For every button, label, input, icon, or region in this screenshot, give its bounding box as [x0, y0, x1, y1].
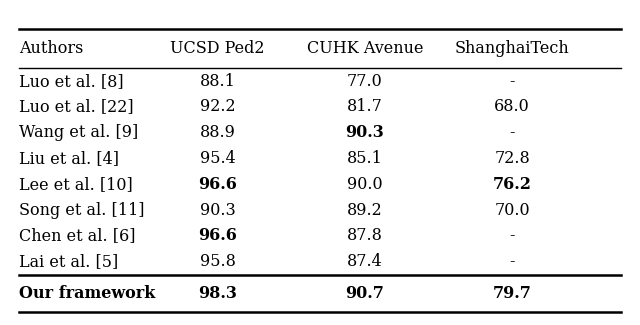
Text: 98.3: 98.3 [198, 285, 237, 302]
Text: Chen et al. [6]: Chen et al. [6] [19, 227, 136, 244]
Text: Luo et al. [8]: Luo et al. [8] [19, 73, 124, 90]
Text: 72.8: 72.8 [494, 150, 530, 167]
Text: 90.3: 90.3 [200, 202, 236, 219]
Text: Liu et al. [4]: Liu et al. [4] [19, 150, 119, 167]
Text: 87.4: 87.4 [347, 253, 383, 270]
Text: 68.0: 68.0 [494, 98, 530, 115]
Text: 89.2: 89.2 [347, 202, 383, 219]
Text: 79.7: 79.7 [493, 285, 531, 302]
Text: 85.1: 85.1 [347, 150, 383, 167]
Text: -: - [509, 73, 515, 90]
Text: CUHK Avenue: CUHK Avenue [307, 40, 423, 57]
Text: UCSD Ped2: UCSD Ped2 [170, 40, 265, 57]
Text: 88.1: 88.1 [200, 73, 236, 90]
Text: 95.8: 95.8 [200, 253, 236, 270]
Text: 96.6: 96.6 [198, 227, 237, 244]
Text: 77.0: 77.0 [347, 73, 383, 90]
Text: 88.9: 88.9 [200, 124, 236, 141]
Text: Authors: Authors [19, 40, 84, 57]
Text: Lee et al. [10]: Lee et al. [10] [19, 176, 133, 193]
Text: Wang et al. [9]: Wang et al. [9] [19, 124, 138, 141]
Text: 87.8: 87.8 [347, 227, 383, 244]
Text: Lai et al. [5]: Lai et al. [5] [19, 253, 118, 270]
Text: 90.7: 90.7 [346, 285, 384, 302]
Text: Song et al. [11]: Song et al. [11] [19, 202, 145, 219]
Text: 96.6: 96.6 [198, 176, 237, 193]
Text: 90.3: 90.3 [346, 124, 384, 141]
Text: -: - [509, 253, 515, 270]
Text: 76.2: 76.2 [493, 176, 531, 193]
Text: Luo et al. [22]: Luo et al. [22] [19, 98, 134, 115]
Text: Our framework: Our framework [19, 285, 156, 302]
Text: ShanghaiTech: ShanghaiTech [454, 40, 570, 57]
Text: 70.0: 70.0 [494, 202, 530, 219]
Text: 92.2: 92.2 [200, 98, 236, 115]
Text: 95.4: 95.4 [200, 150, 236, 167]
Text: -: - [509, 227, 515, 244]
Text: 81.7: 81.7 [347, 98, 383, 115]
Text: 90.0: 90.0 [347, 176, 383, 193]
Text: -: - [509, 124, 515, 141]
